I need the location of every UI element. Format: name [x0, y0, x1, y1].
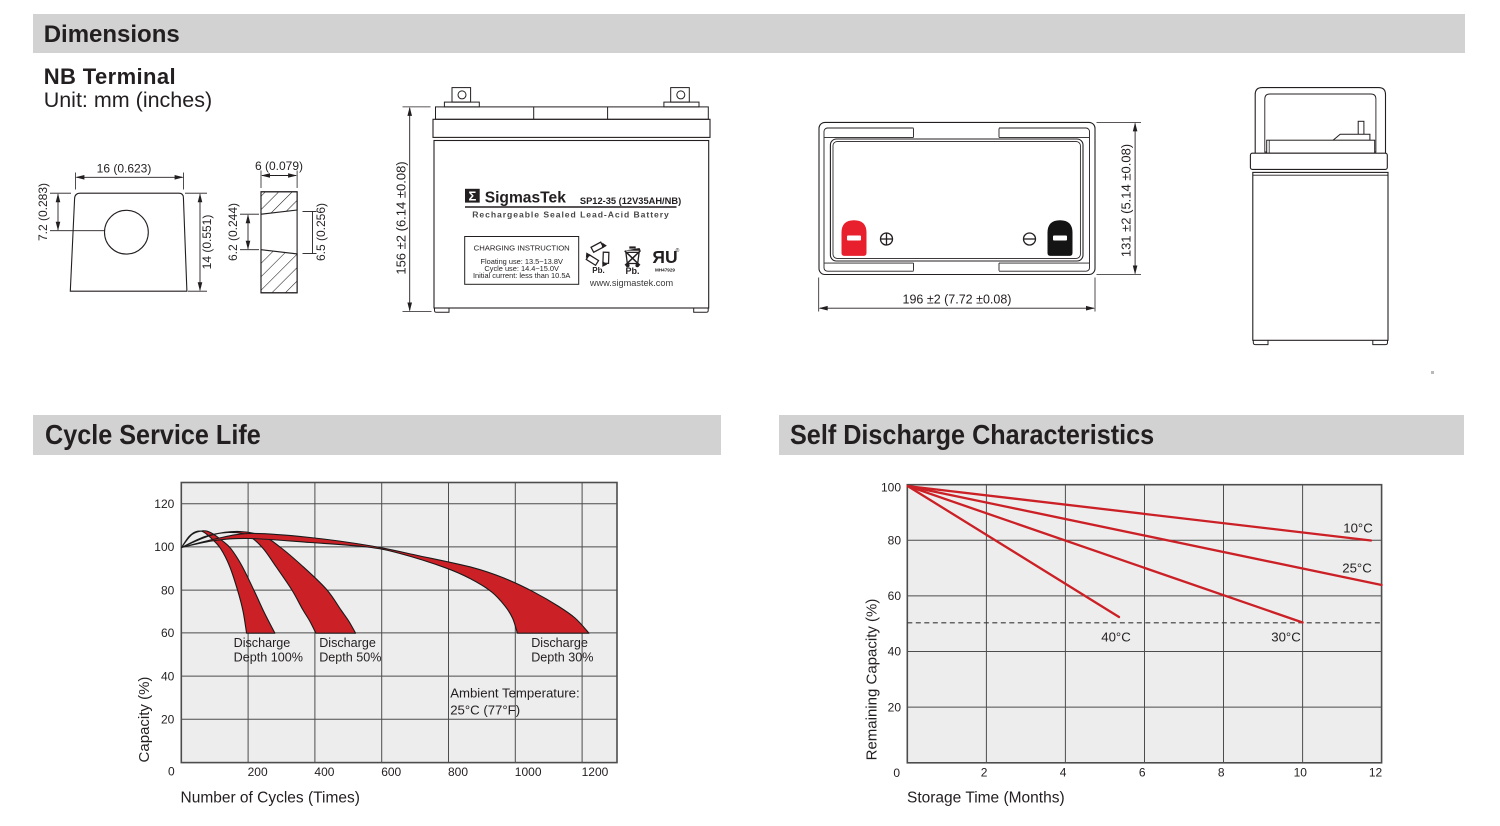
svg-text:www.sigmastek.com: www.sigmastek.com: [589, 278, 674, 288]
svg-text:Discharge: Discharge: [319, 636, 376, 650]
svg-text:40°C: 40°C: [1101, 630, 1131, 645]
svg-text:CHARGING INSTRUCTION: CHARGING INSTRUCTION: [474, 244, 570, 253]
svg-text:12: 12: [1369, 766, 1383, 780]
svg-text:6 (0.079): 6 (0.079): [255, 159, 303, 173]
svg-text:10°C: 10°C: [1343, 521, 1373, 536]
svg-text:25°C (77°F): 25°C (77°F): [450, 703, 520, 718]
svg-text:Depth 30%: Depth 30%: [531, 651, 593, 665]
svg-text:Σ: Σ: [468, 189, 476, 204]
svg-text:7.2 (0.283): 7.2 (0.283): [36, 183, 50, 241]
svg-text:20: 20: [888, 700, 902, 714]
svg-text:100: 100: [154, 540, 174, 554]
svg-text:120: 120: [154, 497, 174, 511]
svg-text:Rechargeable Sealed Lead-Acid: Rechargeable Sealed Lead-Acid Battery: [472, 209, 670, 219]
svg-text:Depth 100%: Depth 100%: [234, 651, 303, 665]
svg-text:0: 0: [168, 765, 175, 779]
svg-text:20: 20: [161, 713, 175, 727]
svg-text:80: 80: [888, 534, 902, 548]
svg-text:Capacity (%): Capacity (%): [136, 677, 153, 763]
svg-text:6: 6: [1139, 766, 1146, 780]
svg-text:Depth 50%: Depth 50%: [319, 651, 381, 665]
svg-text:Ambient Temperature:: Ambient Temperature:: [450, 686, 580, 701]
svg-text:80: 80: [161, 583, 175, 597]
svg-text:Remaining Capacity (%): Remaining Capacity (%): [864, 599, 881, 761]
svg-text:SP12-35 (12V35AH/NB): SP12-35 (12V35AH/NB): [580, 196, 681, 206]
svg-text:40: 40: [161, 669, 175, 683]
svg-text:Pb.: Pb.: [625, 266, 639, 276]
svg-text:Discharge: Discharge: [234, 636, 291, 650]
svg-text:1000: 1000: [515, 765, 542, 779]
svg-text:Floating use: 13.5~13.8V: Floating use: 13.5~13.8V: [481, 257, 563, 266]
svg-text:25°C: 25°C: [1342, 561, 1372, 576]
svg-text:800: 800: [448, 765, 468, 779]
svg-text:Discharge: Discharge: [531, 636, 588, 650]
svg-text:600: 600: [381, 765, 401, 779]
svg-text:6.5 (0.256): 6.5 (0.256): [314, 203, 328, 261]
svg-text:40: 40: [888, 645, 902, 659]
svg-text:SigmasTek: SigmasTek: [485, 190, 567, 207]
svg-text:4: 4: [1060, 766, 1067, 780]
svg-text:131 ±2 (5.14 ±0.08): 131 ±2 (5.14 ±0.08): [1119, 144, 1134, 257]
svg-text:400: 400: [314, 765, 334, 779]
svg-text:Initial current: less than 10.: Initial current: less than 10.5A: [473, 271, 570, 280]
svg-text:MH47929: MH47929: [655, 268, 675, 273]
svg-text:100: 100: [881, 481, 901, 495]
svg-text:156 ±2 (6.14 ±0.08): 156 ±2 (6.14 ±0.08): [394, 161, 409, 274]
svg-text:2: 2: [981, 766, 988, 780]
svg-text:200: 200: [248, 765, 268, 779]
svg-text:196 ±2 (7.72 ±0.08): 196 ±2 (7.72 ±0.08): [903, 293, 1012, 307]
svg-text:6.2 (0.244): 6.2 (0.244): [226, 203, 240, 261]
svg-text:8: 8: [1218, 766, 1225, 780]
svg-text:60: 60: [161, 626, 175, 640]
svg-text:®: ®: [676, 247, 680, 254]
svg-text:Storage Time (Months): Storage Time (Months): [907, 790, 1065, 807]
svg-text:16 (0.623): 16 (0.623): [97, 162, 152, 176]
svg-text:Pb.: Pb.: [592, 266, 604, 275]
svg-text:30°C: 30°C: [1271, 630, 1301, 645]
svg-text:Cycle use: 14.4~15.0V: Cycle use: 14.4~15.0V: [484, 264, 559, 273]
svg-text:ЯU: ЯU: [652, 247, 677, 267]
svg-text:0: 0: [893, 766, 900, 780]
svg-text:Number of Cycles (Times): Number of Cycles (Times): [181, 790, 360, 807]
svg-text:10: 10: [1294, 766, 1308, 780]
svg-text:60: 60: [888, 589, 902, 603]
svg-text:1200: 1200: [582, 765, 609, 779]
svg-text:14 (0.551): 14 (0.551): [200, 215, 214, 270]
